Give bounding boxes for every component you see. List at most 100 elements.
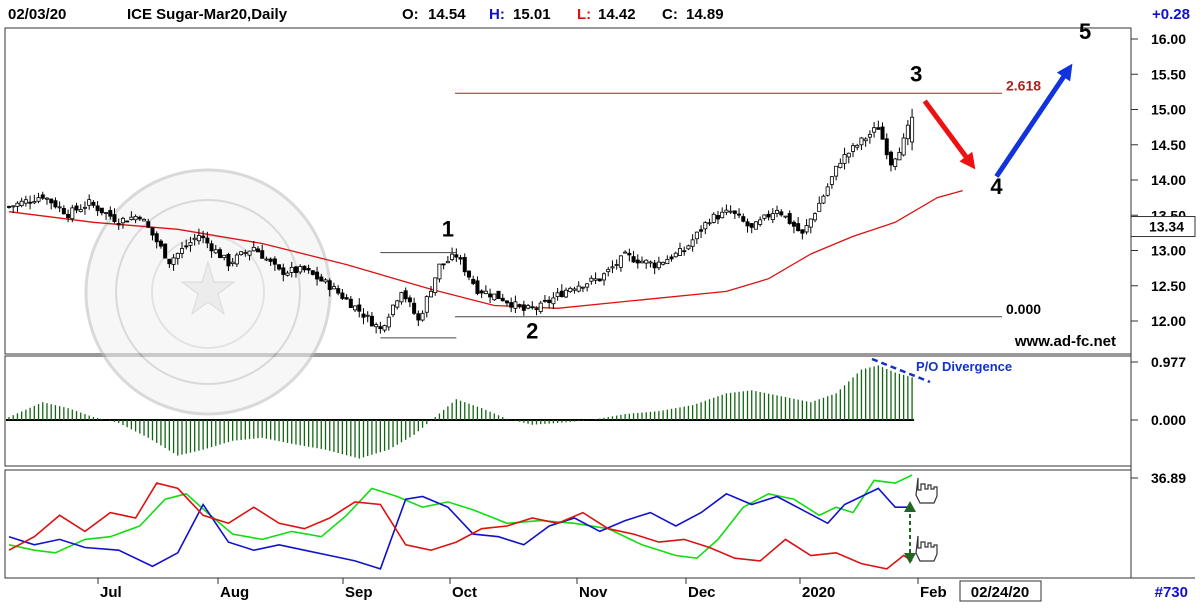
candle-61	[264, 256, 269, 262]
osc-tick-label-0: 0.977	[1151, 354, 1186, 370]
candle-160	[682, 246, 687, 256]
candle-154	[656, 256, 661, 271]
candle-179	[762, 214, 767, 221]
candle-122	[521, 300, 526, 316]
candle-186	[791, 220, 796, 234]
x-tick-label-0: Jul	[100, 584, 122, 601]
candle-181	[770, 208, 775, 224]
candle-100	[428, 286, 433, 298]
candle-135	[576, 281, 581, 293]
candle-51	[222, 254, 227, 261]
candle-27	[120, 216, 125, 229]
candle-141	[602, 272, 607, 286]
candle-30	[133, 214, 138, 224]
candle-132	[564, 287, 569, 299]
candle-116	[496, 290, 501, 300]
candle-5	[28, 195, 33, 210]
x-tick-label-5: Dec	[688, 584, 716, 601]
candle-133	[568, 286, 573, 293]
candle-144	[614, 259, 619, 270]
candle-124	[530, 301, 535, 310]
candle-63	[272, 256, 277, 271]
header-high: 15.01	[513, 6, 551, 23]
divergence-gap-arrow	[904, 501, 916, 564]
hand-pointer-icon-lower	[915, 535, 938, 562]
candle-177	[753, 220, 758, 230]
indicator-line-red	[8, 482, 913, 570]
x-tick-label-6: 2020	[802, 584, 835, 601]
candle-178	[758, 216, 763, 227]
candle-36	[158, 239, 163, 249]
candle-118	[504, 300, 509, 307]
candle-106	[454, 248, 459, 262]
candle-166	[707, 218, 712, 226]
candle-189	[804, 219, 809, 235]
candle-161	[686, 244, 691, 251]
candle-152	[648, 260, 653, 268]
candle-76	[327, 278, 332, 297]
candle-9	[44, 197, 49, 205]
candle-171	[728, 205, 733, 214]
candle-164	[699, 225, 704, 239]
current-value-tag: 13.34	[1149, 219, 1184, 235]
candle-86	[369, 311, 374, 327]
candle-187	[796, 217, 801, 232]
candle-101	[433, 277, 438, 296]
candle-173	[737, 208, 742, 219]
wave-labels: 1 2 3 4 5	[442, 19, 1091, 344]
candle-31	[137, 215, 142, 222]
candle-56	[243, 249, 248, 257]
candle-94	[403, 287, 408, 303]
candle-201	[855, 143, 860, 151]
candle-156	[665, 255, 670, 265]
footer-chart-number: #730	[1155, 584, 1188, 601]
candle-182	[775, 205, 780, 218]
oscillator-axis: 0.977 0.000	[1131, 354, 1186, 428]
candle-109	[466, 270, 471, 281]
candle-92	[395, 299, 400, 310]
candle-197	[838, 158, 843, 169]
candle-113	[483, 285, 488, 295]
divergence-line	[871, 357, 931, 384]
candle-2	[15, 201, 20, 212]
candle-80	[344, 294, 349, 300]
wave-label-2: 2	[526, 319, 538, 344]
candle-12	[57, 201, 62, 213]
candle-123	[526, 303, 531, 310]
hand-pointer-icon	[915, 477, 938, 504]
candle-129	[551, 292, 556, 310]
candle-213	[905, 120, 910, 146]
candle-163	[694, 231, 699, 244]
projection-arrow-blue	[994, 63, 1073, 178]
candle-139	[593, 272, 598, 284]
candle-158	[673, 251, 678, 258]
candle-180	[766, 210, 771, 221]
candle-89	[382, 324, 387, 333]
candle-34	[150, 227, 155, 241]
candle-58	[251, 240, 256, 252]
candle-96	[412, 297, 417, 316]
candle-148	[631, 250, 636, 263]
candle-23	[104, 211, 109, 221]
candle-32	[142, 218, 147, 222]
candle-19	[87, 194, 92, 210]
header-low: 14.42	[598, 6, 636, 23]
price-axis: 16.0015.5015.0014.5014.0013.5013.0012.50…	[1130, 31, 1196, 329]
candle-85	[365, 311, 370, 323]
candle-0	[7, 205, 12, 209]
candle-191	[813, 212, 818, 223]
candle-79	[340, 288, 345, 301]
candle-210	[893, 157, 898, 171]
candle-97	[416, 310, 421, 327]
candle-127	[542, 295, 547, 303]
candle-183	[779, 209, 784, 217]
footer-date: 02/24/20	[971, 584, 1029, 601]
candle-190	[808, 218, 813, 234]
candle-53	[230, 257, 235, 267]
price-tick-label-6: 13.00	[1151, 243, 1186, 259]
candle-200	[851, 142, 856, 157]
fib-label-1: 0.000	[1006, 301, 1041, 317]
candle-39	[171, 254, 176, 271]
wave-label-1: 1	[442, 216, 454, 241]
candle-91	[391, 304, 396, 318]
